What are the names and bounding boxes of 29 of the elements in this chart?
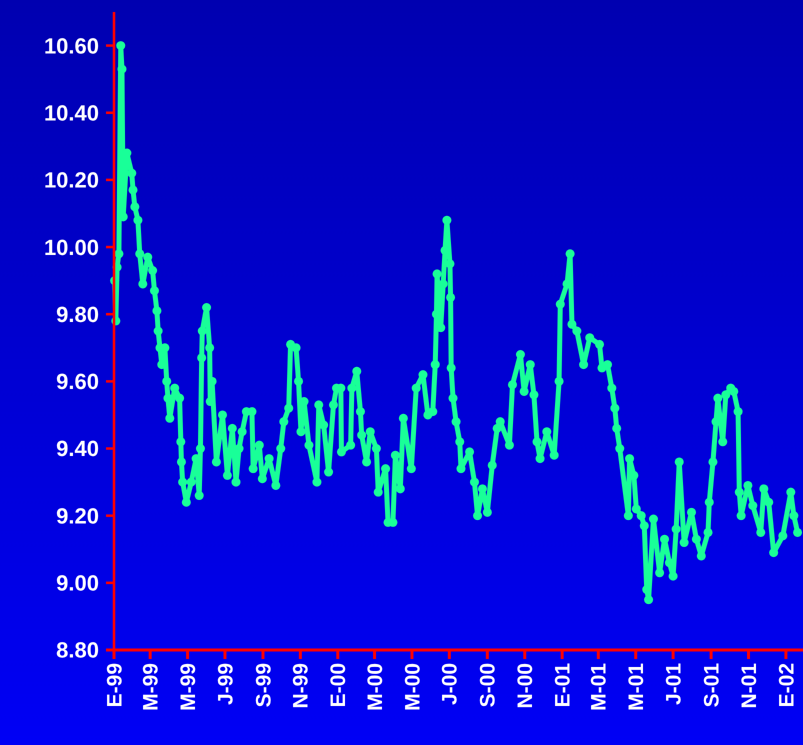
x-tick-label: M-01 — [625, 662, 648, 711]
x-tick-label: M-99 — [176, 663, 200, 711]
y-tick-label: 10.40 — [44, 100, 99, 126]
x-tick-label: N-99 — [290, 663, 313, 709]
x-tick-label: M-99 — [140, 663, 163, 711]
x-tick-label: S-00 — [476, 663, 500, 708]
x-tick-label: N-00 — [514, 663, 538, 709]
y-tick-label: 9.00 — [56, 570, 99, 596]
x-tick-label: M-01 — [588, 662, 611, 711]
x-tick-label: S-01 — [700, 662, 724, 708]
x-tick-label: M-00 — [364, 663, 387, 711]
x-tick-label: N-01 — [738, 662, 761, 709]
x-tick-label: E-02 — [775, 663, 798, 708]
x-tick-label: J-99 — [214, 663, 238, 706]
y-tick-label: 9.80 — [56, 302, 99, 327]
y-tick-label: 10.20 — [44, 168, 99, 193]
y-tick-label: 9.60 — [56, 369, 99, 394]
y-tick-label: 10.60 — [44, 33, 99, 58]
y-tick-label: 10.00 — [44, 234, 99, 260]
x-tick-label: J-00 — [438, 663, 462, 706]
x-tick-label: E-99 — [103, 663, 126, 708]
x-tick-label: E-01 — [551, 662, 574, 708]
x-tick-label: J-01 — [662, 662, 686, 706]
y-tick-label: 9.20 — [56, 503, 99, 528]
x-tick-label: S-99 — [252, 663, 276, 708]
x-tick-label: E-00 — [327, 663, 350, 708]
y-tick-label: 8.80 — [56, 638, 99, 663]
y-tick-label: 9.40 — [56, 436, 99, 462]
x-tick-label: M-00 — [401, 663, 424, 711]
